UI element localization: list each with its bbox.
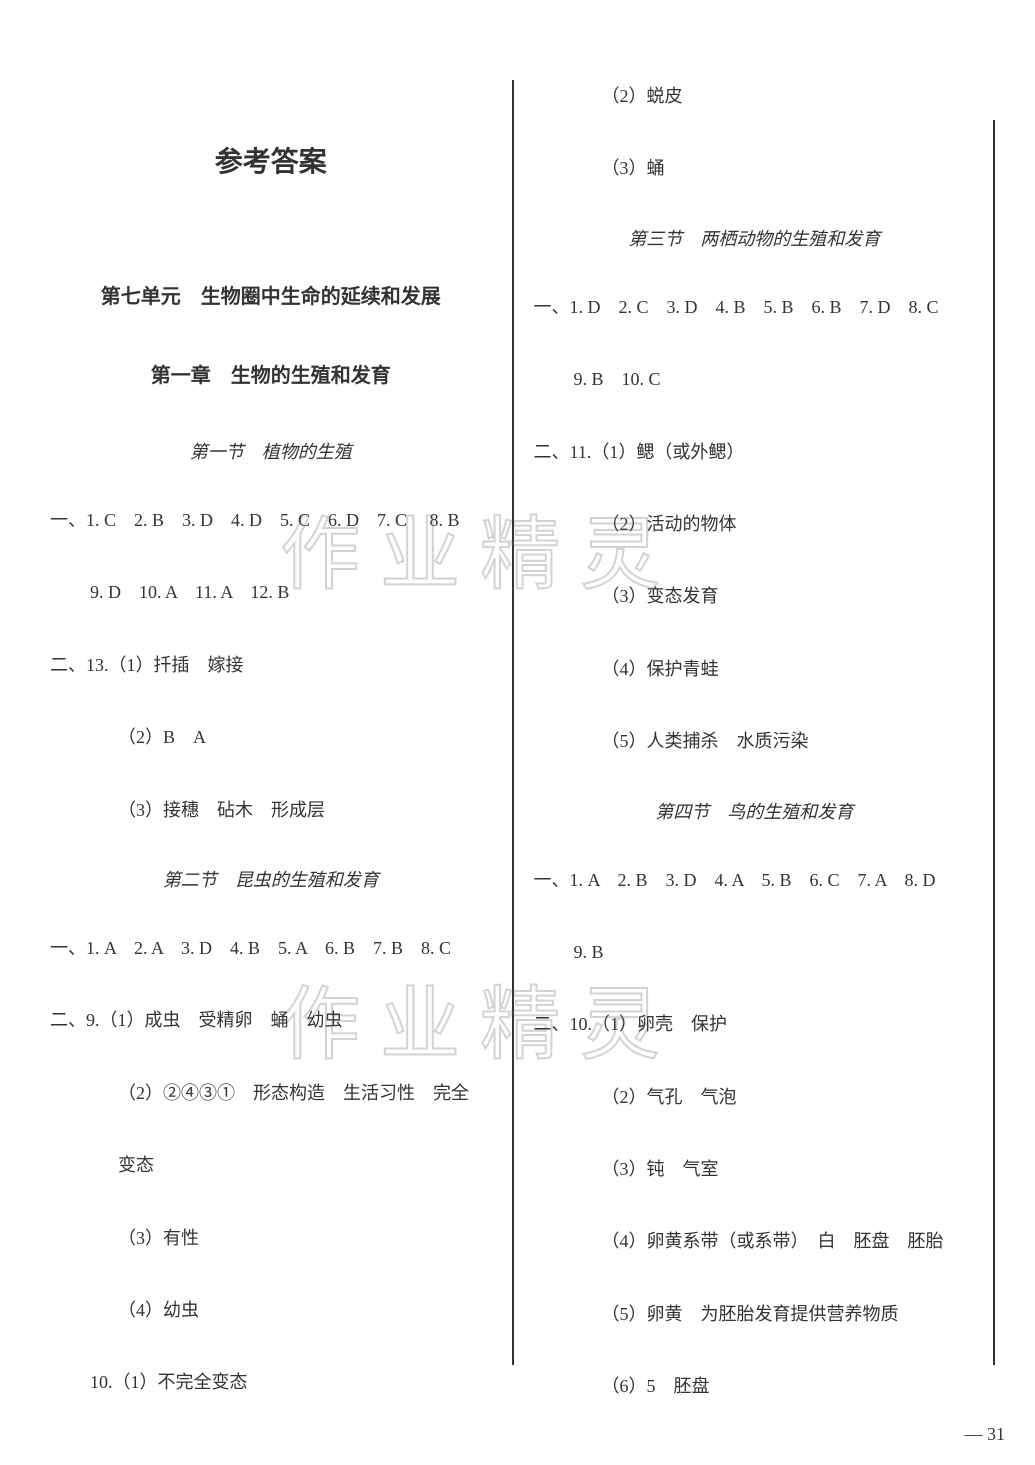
page-number: — 31 (965, 1424, 1006, 1445)
answer-text: 一、1. A 2. B 3. D 4. A 5. B 6. C 7. A 8. … (534, 864, 976, 896)
answer-text: 二、11.（1）鳃（或外鳃） (534, 436, 976, 468)
answer-text: （2）蜕皮 (534, 80, 976, 112)
answer-text: 10.（1）不完全变态 (50, 1366, 492, 1398)
answer-text: （2）②④③① 形态构造 生活习性 完全 (50, 1077, 492, 1109)
answer-text: 一、1. A 2. A 3. D 4. B 5. A 6. B 7. B 8. … (50, 932, 492, 964)
main-title: 参考答案 (50, 140, 492, 180)
answer-text: 一、1. D 2. C 3. D 4. B 5. B 6. B 7. D 8. … (534, 291, 976, 323)
unit-title: 第七单元 生物圈中生命的延续和发展 (50, 280, 492, 309)
answer-text: （5）人类捕杀 水质污染 (534, 725, 976, 757)
answer-text: （3）蛹 (534, 152, 976, 184)
answer-text: （6）5 胚盘 (534, 1370, 976, 1402)
answer-text: （5）卵黄 为胚胎发育提供营养物质 (534, 1298, 976, 1330)
page-content: 参考答案 第七单元 生物圈中生命的延续和发展 第一章 生物的生殖和发育 第一节 … (30, 60, 995, 1425)
answer-text: 二、9.（1）成虫 受精卵 蛹 幼虫 (50, 1004, 492, 1036)
answer-text: （4）卵黄系带（或系带） 白 胚盘 胚胎 (534, 1225, 976, 1257)
answer-text: （2）活动的物体 (534, 508, 976, 540)
answer-text: （2）气孔 气泡 (534, 1081, 976, 1113)
answer-text: 二、10.（1）卵壳 保护 (534, 1008, 976, 1040)
answer-text: 9. D 10. A 11. A 12. B (50, 576, 492, 608)
answer-text: （3）接穗 砧木 形成层 (50, 794, 492, 826)
chapter-title: 第一章 生物的生殖和发育 (50, 359, 492, 388)
section-4-title: 第四节 鸟的生殖和发育 (534, 798, 976, 824)
answer-text: （3）钝 气室 (534, 1153, 976, 1185)
answer-text: （4）幼虫 (50, 1294, 492, 1326)
answer-text: （3）有性 (50, 1222, 492, 1254)
answer-text: 二、13.（1）扦插 嫁接 (50, 649, 492, 681)
answer-text: （3）变态发育 (534, 580, 976, 612)
answer-text: 9. B (534, 936, 976, 968)
answer-text: （4）保护青蛙 (534, 653, 976, 685)
answer-text: 变态 (50, 1149, 492, 1181)
section-2-title: 第二节 昆虫的生殖和发育 (50, 866, 492, 892)
answer-text: 9. B 10. C (534, 363, 976, 395)
section-3-title: 第三节 两栖动物的生殖和发育 (534, 225, 976, 251)
right-column: （2）蜕皮 （3）蛹 第三节 两栖动物的生殖和发育 一、1. D 2. C 3.… (514, 60, 996, 1425)
right-edge-line (993, 120, 995, 1365)
section-1-title: 第一节 植物的生殖 (50, 438, 492, 464)
answer-text: 一、1. C 2. B 3. D 4. D 5. C 6. D 7. C 8. … (50, 504, 492, 536)
answer-text: （2）B A (50, 721, 492, 753)
left-column: 参考答案 第七单元 生物圈中生命的延续和发展 第一章 生物的生殖和发育 第一节 … (30, 60, 512, 1425)
